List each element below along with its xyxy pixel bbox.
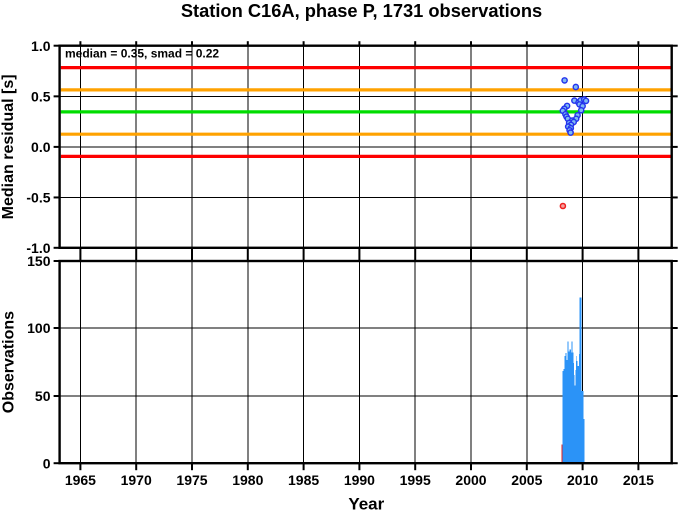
svg-text:1980: 1980: [232, 472, 263, 488]
svg-text:50: 50: [35, 388, 51, 404]
svg-text:1995: 1995: [400, 472, 431, 488]
svg-text:median = 0.35, smad = 0.22: median = 0.35, smad = 0.22: [65, 47, 219, 61]
svg-text:2000: 2000: [455, 472, 486, 488]
svg-text:1970: 1970: [121, 472, 152, 488]
svg-text:-1.0: -1.0: [26, 240, 50, 256]
svg-text:0: 0: [43, 455, 51, 471]
svg-text:-0.5: -0.5: [26, 190, 50, 206]
svg-text:100: 100: [27, 320, 51, 336]
svg-text:Station C16A, phase P, 1731 ob: Station C16A, phase P, 1731 observations: [181, 0, 542, 21]
svg-text:Median residual [s]: Median residual [s]: [0, 74, 17, 219]
svg-text:1975: 1975: [176, 472, 207, 488]
svg-text:1985: 1985: [288, 472, 319, 488]
svg-text:0.5: 0.5: [31, 88, 51, 104]
svg-text:2005: 2005: [511, 472, 542, 488]
svg-text:150: 150: [27, 253, 51, 269]
svg-text:Observations: Observations: [0, 311, 17, 413]
svg-text:1.0: 1.0: [31, 38, 51, 54]
svg-text:Year: Year: [348, 494, 384, 511]
svg-text:2015: 2015: [623, 472, 654, 488]
svg-text:1990: 1990: [344, 472, 375, 488]
svg-text:2010: 2010: [567, 472, 598, 488]
svg-text:0.0: 0.0: [31, 139, 51, 155]
svg-text:1965: 1965: [65, 472, 96, 488]
